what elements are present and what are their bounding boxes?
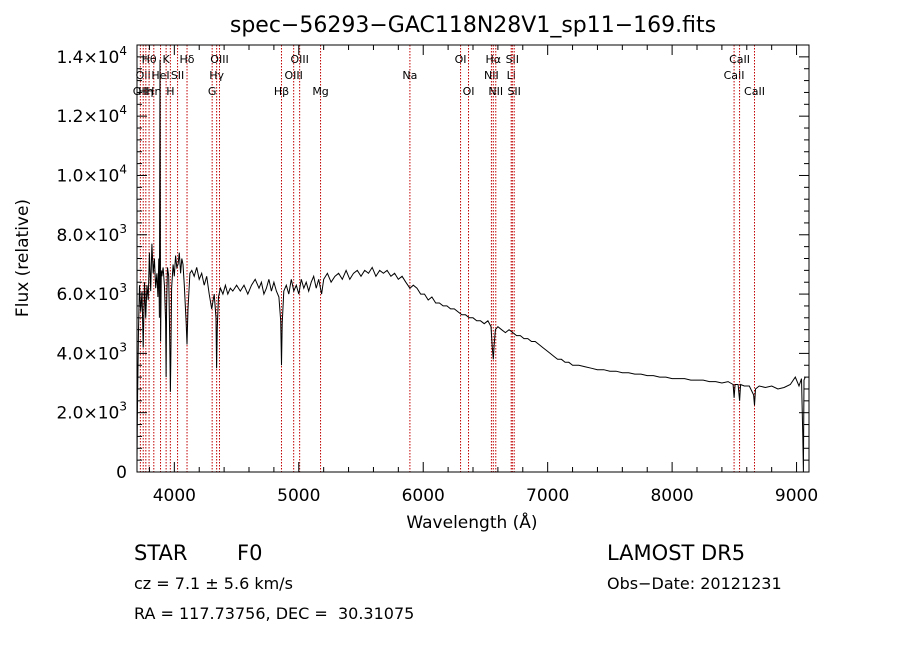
line-marker-label: Mg — [312, 85, 328, 98]
line-marker-label: OIII — [290, 53, 308, 66]
x-axis: 4000 5000 6000 7000 8000 9000 — [148, 45, 818, 506]
line-marker-label: SII — [507, 85, 520, 98]
y-axis-label: Flux (relative) — [13, 199, 33, 317]
plot-frame — [136, 44, 810, 473]
line-marker-label: CaII — [724, 69, 745, 82]
x-tick-label: 8000 — [650, 486, 693, 506]
obs-date: Obs−Date: 20121231 — [607, 574, 782, 593]
line-marker-label: Na — [402, 69, 417, 82]
line-marker-label: Li — [507, 69, 516, 82]
line-marker-label: Hβ — [274, 85, 289, 98]
object-class: STAR — [134, 541, 188, 565]
line-marker-label: OIII — [210, 53, 228, 66]
y-tick-label: 1.2×104 — [56, 103, 127, 127]
spectrum-chart: spec−56293−GAC118N28V1_sp11−169.fits OII… — [13, 13, 818, 533]
line-markers: OIIOIIHηHθHηHeIKHSIIHδGHγOIIIHβOIIIOIIIM… — [133, 45, 765, 472]
line-marker-label: OIII — [284, 69, 302, 82]
y-axis: 0 2.0×103 4.0×103 6.0×103 8.0×103 1.0×104 1.2×… — [56, 44, 809, 483]
line-marker-label: SII — [171, 69, 184, 82]
object-subclass: F0 — [237, 541, 263, 565]
x-tick-label: 9000 — [775, 486, 818, 506]
y-tick-label: 1.4×104 — [56, 44, 127, 68]
line-marker-label: NII — [488, 85, 503, 98]
line-marker-label: OI — [455, 53, 467, 66]
y-tick-label: 4.0×103 — [56, 340, 127, 364]
line-marker-label: Hδ — [180, 53, 195, 66]
y-tick-label: 6.0×103 — [56, 281, 127, 305]
y-tick-label: 0 — [116, 463, 127, 483]
line-marker-label: Hη — [138, 85, 153, 98]
line-marker-label: Hα — [486, 53, 502, 66]
line-marker-label: Hη — [146, 85, 161, 98]
spectrum-line — [136, 59, 806, 473]
line-marker-label: CaII — [729, 53, 750, 66]
x-axis-label: Wavelength (Å) — [406, 511, 537, 533]
y-tick-label: 2.0×103 — [56, 400, 127, 424]
line-marker-label: CaII — [744, 85, 765, 98]
line-marker-label: Hγ — [209, 69, 224, 82]
redshift-text: cz = 7.1 ± 5.6 km/s — [134, 574, 293, 593]
line-marker-label: H — [166, 85, 174, 98]
line-marker-label: OI — [463, 85, 475, 98]
x-tick-label: 5000 — [277, 486, 320, 506]
x-tick-label: 6000 — [402, 486, 445, 506]
x-tick-label: 7000 — [526, 486, 569, 506]
x-tick-label: 4000 — [153, 486, 196, 506]
chart-title: spec−56293−GAC118N28V1_sp11−169.fits — [230, 13, 716, 38]
line-marker-label: Hθ — [142, 53, 157, 66]
coordinates-text: RA = 117.73756, DEC = 30.31075 — [134, 604, 415, 623]
line-marker-label: G — [208, 85, 217, 98]
line-marker-label: NII — [484, 69, 499, 82]
line-marker-label: SII — [506, 53, 519, 66]
spectrum-series — [136, 59, 806, 473]
y-tick-label: 1.0×104 — [56, 162, 127, 186]
y-tick-label: 8.0×103 — [56, 222, 127, 246]
survey-name: LAMOST DR5 — [607, 541, 746, 565]
line-marker-label: K — [163, 53, 171, 66]
line-marker-label: OII — [136, 69, 151, 82]
